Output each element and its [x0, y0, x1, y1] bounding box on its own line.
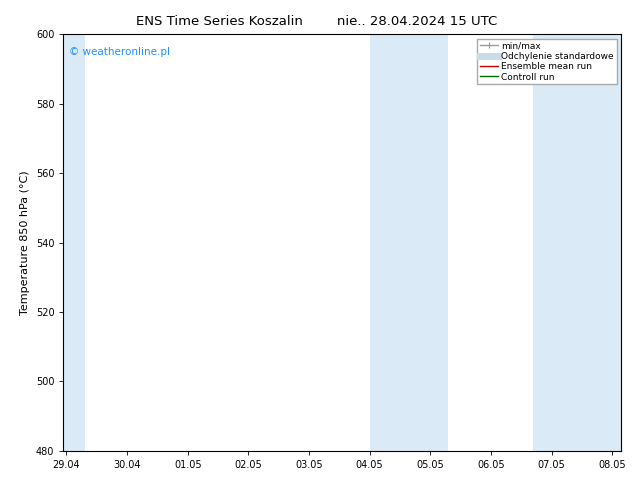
Text: ENS Time Series Koszalin        nie.. 28.04.2024 15 UTC: ENS Time Series Koszalin nie.. 28.04.202…	[136, 15, 498, 28]
Bar	[63, 34, 84, 451]
Text: © weatheronline.pl: © weatheronline.pl	[69, 47, 170, 57]
Bar	[370, 34, 448, 451]
Bar	[533, 34, 621, 451]
Y-axis label: Temperature 850 hPa (°C): Temperature 850 hPa (°C)	[20, 170, 30, 315]
Legend: min/max, Odchylenie standardowe, Ensemble mean run, Controll run: min/max, Odchylenie standardowe, Ensembl…	[477, 39, 617, 84]
